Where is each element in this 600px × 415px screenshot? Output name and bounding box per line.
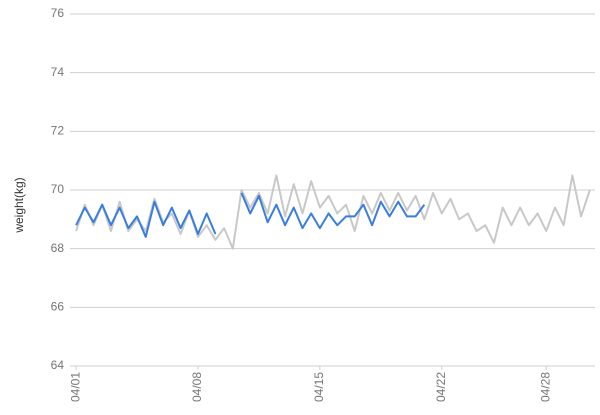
y-tick-label: 72 bbox=[51, 124, 65, 138]
y-tick-label: 70 bbox=[51, 182, 65, 196]
x-tick-label: 04/15 bbox=[312, 372, 326, 402]
series-line bbox=[75, 174, 591, 250]
x-tick-label: 04/01 bbox=[68, 372, 82, 402]
y-axis-label: weight(kg) bbox=[12, 177, 26, 233]
y-tick-label: 64 bbox=[51, 358, 65, 372]
y-tick-label: 68 bbox=[51, 241, 65, 255]
x-tick-label: 04/08 bbox=[190, 372, 204, 402]
y-tick-label: 66 bbox=[51, 300, 65, 314]
x-tick-label: 04/28 bbox=[538, 372, 552, 402]
series-line bbox=[75, 192, 426, 238]
y-tick-label: 76 bbox=[51, 6, 65, 20]
x-tick-label: 04/22 bbox=[434, 372, 448, 402]
y-tick-label: 74 bbox=[51, 65, 65, 79]
